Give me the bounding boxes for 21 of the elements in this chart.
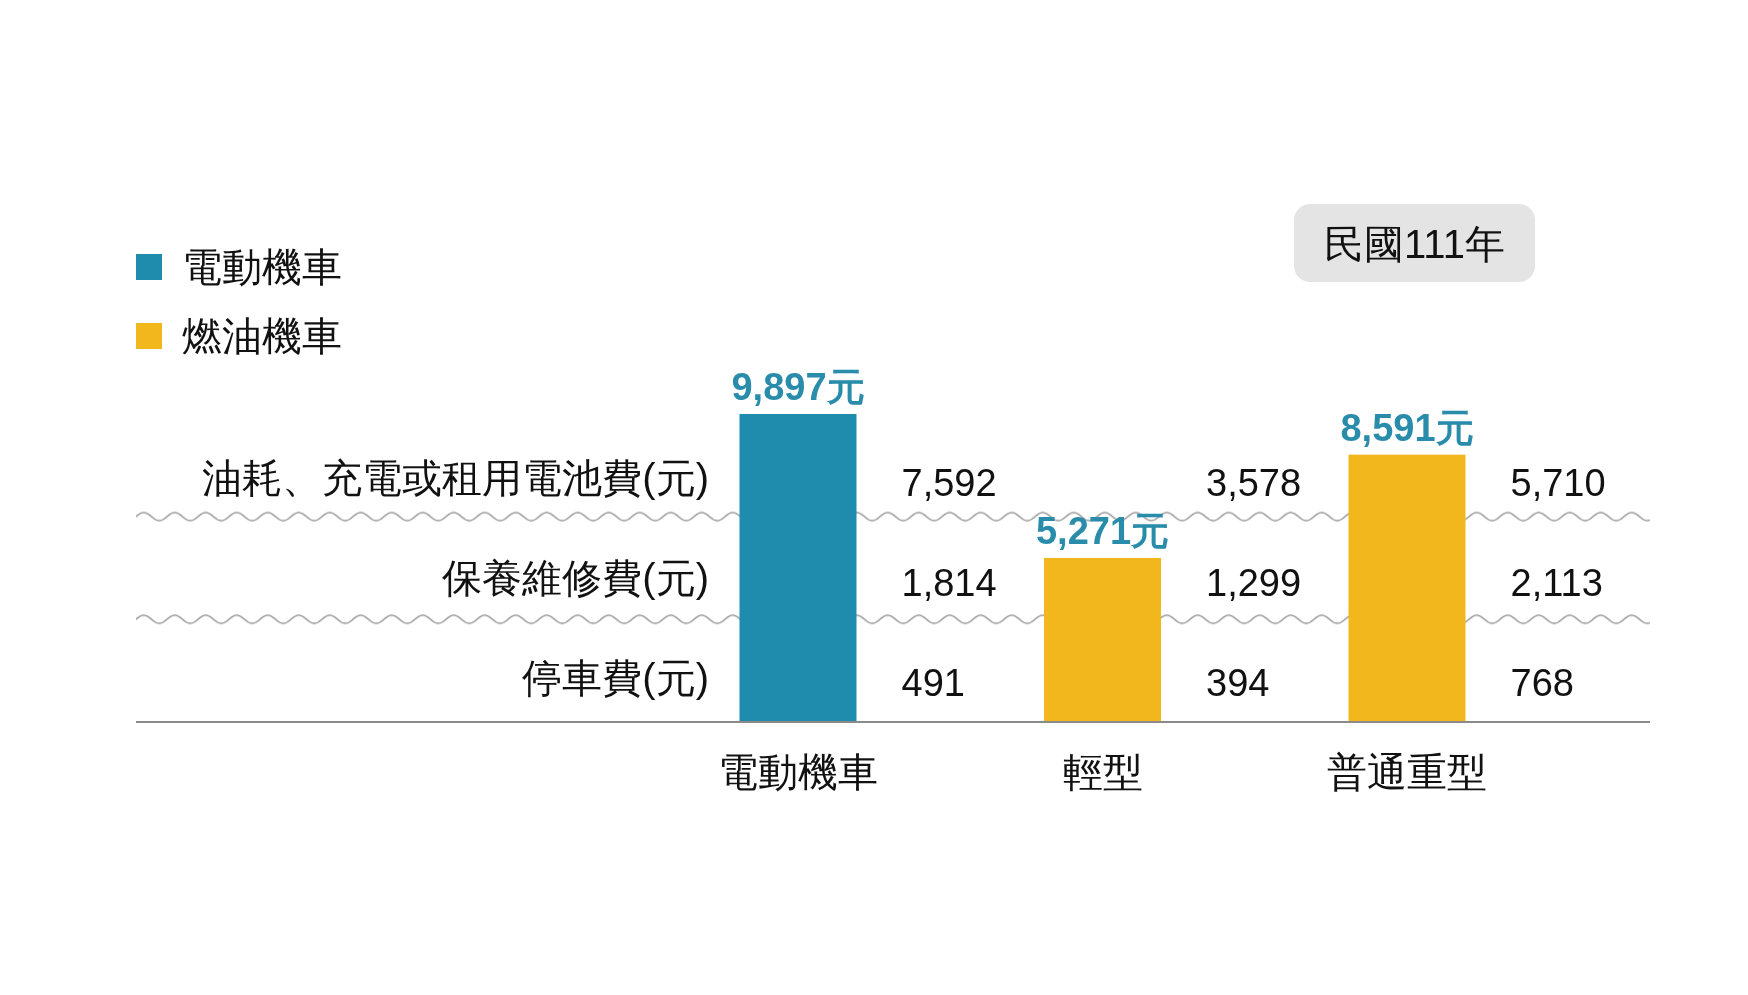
table-value: 768	[1510, 662, 1574, 704]
table-value: 2,113	[1510, 562, 1603, 604]
table-value: 1,299	[1206, 562, 1302, 604]
row-label: 油耗、充電或租用電池費(元)	[202, 456, 709, 500]
row-label: 停車費(元)	[522, 656, 709, 700]
legend-label: 燃油機車	[182, 314, 342, 358]
table-value: 5,710	[1510, 462, 1606, 504]
legend-label: 電動機車	[182, 245, 342, 289]
x-tick-label: 電動機車	[718, 750, 878, 794]
table-value: 491	[901, 662, 965, 704]
row-label: 保養維修費(元)	[442, 556, 709, 600]
x-tick-label: 輕型	[1062, 750, 1143, 794]
annotation: 民國111年	[1324, 222, 1505, 266]
data-label: 9,897元	[731, 366, 865, 408]
table-value: 394	[1206, 662, 1270, 704]
table-value: 1,814	[901, 562, 997, 604]
data-label: 8,591元	[1340, 406, 1474, 449]
table-value: 7,592	[901, 462, 997, 504]
data-label: 5,271元	[1035, 509, 1170, 552]
x-tick-label: 普通重型	[1327, 750, 1487, 794]
table-value: 3,578	[1206, 462, 1302, 504]
